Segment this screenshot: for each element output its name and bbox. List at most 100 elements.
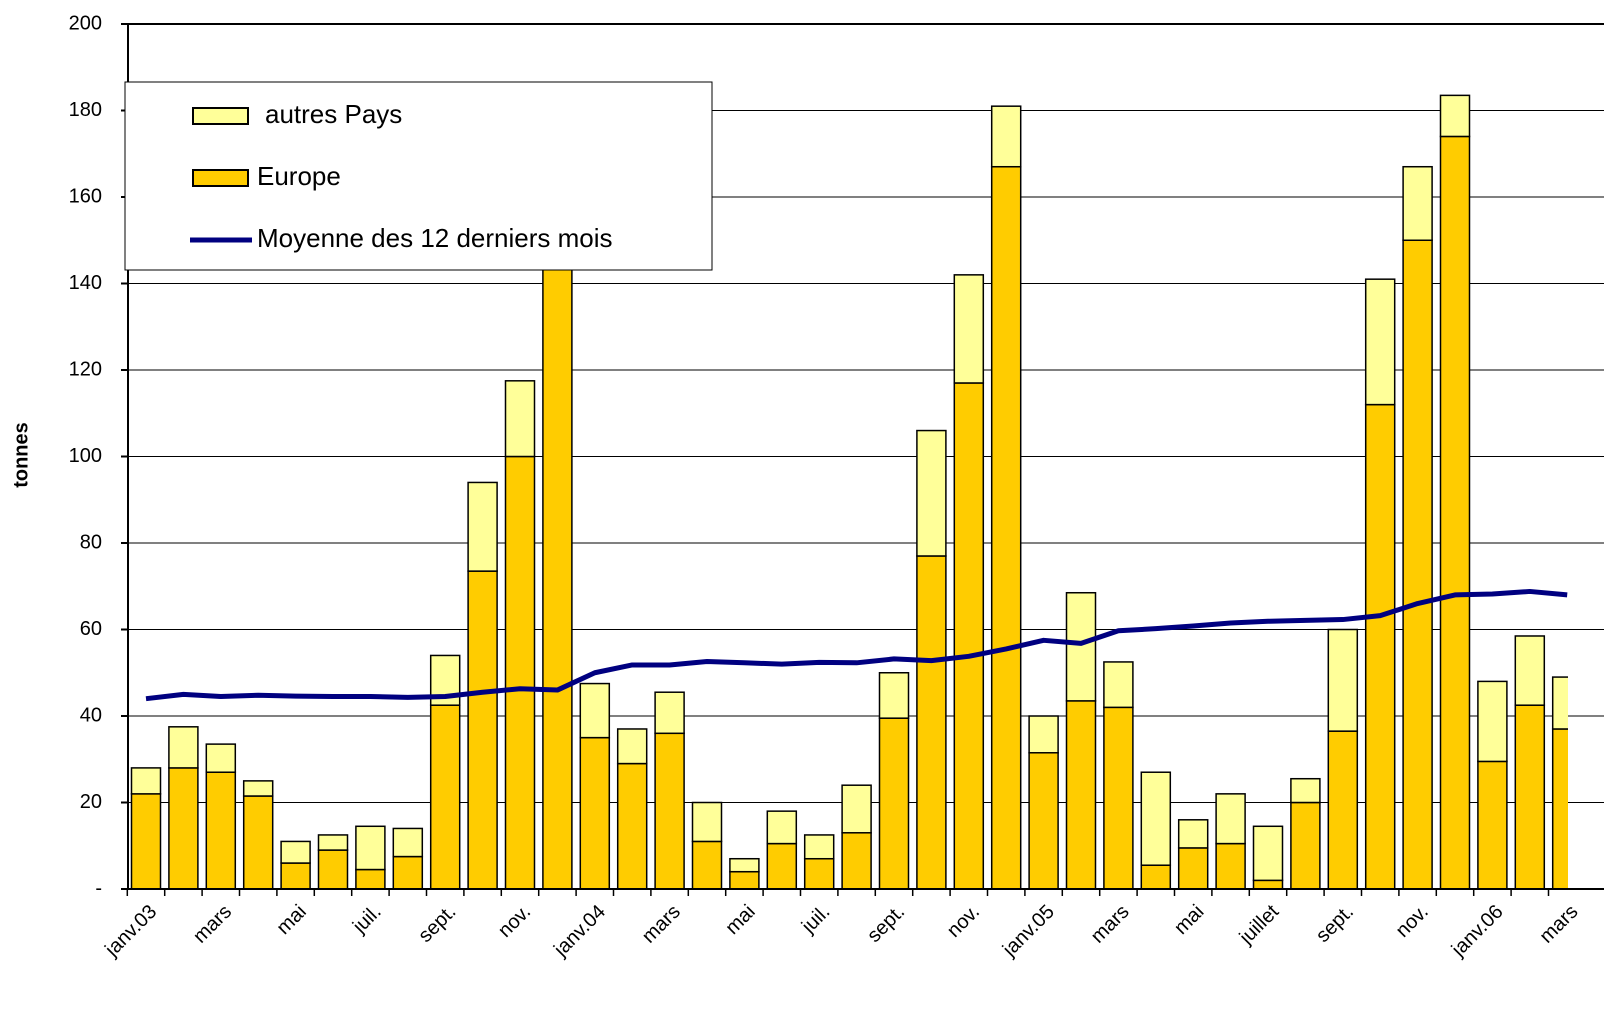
y-tick-label: 180 — [69, 99, 102, 121]
bar-segment — [205, 771, 237, 890]
bar-segment — [1215, 793, 1246, 845]
bar-segment — [1477, 680, 1508, 763]
bar-segment — [355, 825, 386, 871]
x-tick-label: juillet — [1235, 900, 1284, 949]
bar-segment — [1477, 760, 1508, 890]
bar-segment — [1065, 700, 1097, 890]
y-tick-label: 140 — [69, 272, 102, 294]
bar-segment — [691, 840, 723, 890]
bar-segment — [467, 570, 498, 890]
bar-segment — [841, 784, 872, 834]
x-tick-label: sept. — [863, 901, 909, 947]
bar-segment — [467, 481, 498, 572]
bar-segment — [130, 767, 162, 795]
bar-segment — [1439, 135, 1471, 890]
bar-segment — [1140, 864, 1172, 890]
x-tick-label: janv.06 — [1447, 901, 1508, 962]
bar-segment — [280, 840, 311, 864]
x-tick-label: juil. — [797, 901, 834, 938]
bar-segment — [242, 795, 274, 890]
x-tick-label: mai — [721, 901, 759, 939]
bar-segment — [878, 672, 910, 719]
bar-segment — [1551, 728, 1568, 890]
bar-segment — [1140, 771, 1172, 866]
bar-segment — [1290, 777, 1321, 804]
bar-segment — [355, 868, 386, 890]
bar-segment — [1177, 847, 1209, 890]
bar-segment — [766, 810, 798, 845]
bar-segment — [168, 767, 199, 890]
bar-segment — [392, 855, 424, 890]
bar-segment — [317, 849, 349, 890]
bar-segment — [953, 382, 985, 890]
bar-segment — [1252, 879, 1284, 890]
bar-segment — [1327, 628, 1359, 732]
bar-segment — [803, 834, 835, 860]
bar-segment — [579, 736, 611, 890]
bar-segment — [691, 801, 723, 843]
bar-segment — [205, 743, 237, 773]
legend-label: Europe — [257, 161, 341, 191]
legend-label: autres Pays — [265, 99, 402, 129]
bar-segment — [130, 793, 162, 890]
y-tick-label: 200 — [69, 12, 102, 34]
plot-area — [130, 94, 1568, 890]
bar-segment — [392, 827, 424, 858]
average-line — [145, 588, 1568, 702]
bar-segment — [429, 704, 461, 890]
bar-segment — [1364, 278, 1396, 406]
x-tick-label: mars — [1087, 901, 1134, 948]
bar-segment — [1514, 635, 1546, 706]
bar-segment — [878, 717, 910, 890]
bar-segment — [654, 732, 685, 890]
bar-segment — [542, 217, 573, 890]
bar-segment — [1364, 403, 1396, 890]
bar-segment — [1028, 715, 1059, 754]
x-tick-label: janv.04 — [549, 901, 610, 962]
x-tick-label: nov. — [1392, 901, 1433, 942]
bar-segment — [1103, 706, 1134, 890]
bar-segment — [729, 870, 760, 890]
bar-segment — [953, 274, 985, 384]
x-tick-label: mars — [189, 901, 236, 948]
y-tick-label: 40 — [80, 704, 102, 726]
bar-segment — [317, 834, 349, 851]
x-tick-label: nov. — [943, 901, 984, 942]
bar-segment — [1177, 819, 1209, 849]
x-tick-label: mai — [273, 901, 311, 939]
bar-segment — [616, 728, 648, 765]
x-tick-label: sept. — [1312, 901, 1358, 947]
x-tick-label: juil. — [348, 901, 385, 938]
x-tick-label: janv.05 — [998, 901, 1059, 962]
y-tick-label: 60 — [80, 618, 102, 640]
bar-segment — [841, 832, 872, 890]
bar-segment — [579, 682, 611, 739]
bar-segment — [1252, 825, 1284, 882]
legend-swatch — [192, 169, 249, 187]
x-tick-label: nov. — [494, 901, 535, 942]
y-tick-label: 20 — [80, 791, 102, 813]
bar-segment — [1402, 239, 1433, 890]
x-tick-label: janv.03 — [100, 901, 161, 962]
bar-segment — [1514, 704, 1546, 890]
bar-segment — [1439, 94, 1471, 138]
bar-segment — [654, 691, 685, 735]
y-tick-label: 160 — [69, 185, 102, 207]
bar-segment — [1215, 842, 1246, 890]
bar-segment — [1551, 676, 1568, 730]
bar-segment — [1028, 752, 1059, 890]
bar-segment — [1327, 730, 1359, 890]
bar-segment — [1103, 661, 1134, 709]
bar-segment — [1290, 801, 1321, 890]
x-tick-label: mars — [638, 901, 685, 948]
y-tick-label: 80 — [80, 531, 102, 553]
bar-segment — [616, 762, 648, 890]
bar-segment — [242, 780, 274, 797]
bar-segment — [803, 857, 835, 890]
bar-segment — [916, 555, 947, 890]
y-tick-label: 100 — [69, 445, 102, 467]
bar-segment — [766, 842, 798, 890]
bar-segment — [168, 726, 199, 769]
legend-swatch — [192, 107, 249, 125]
